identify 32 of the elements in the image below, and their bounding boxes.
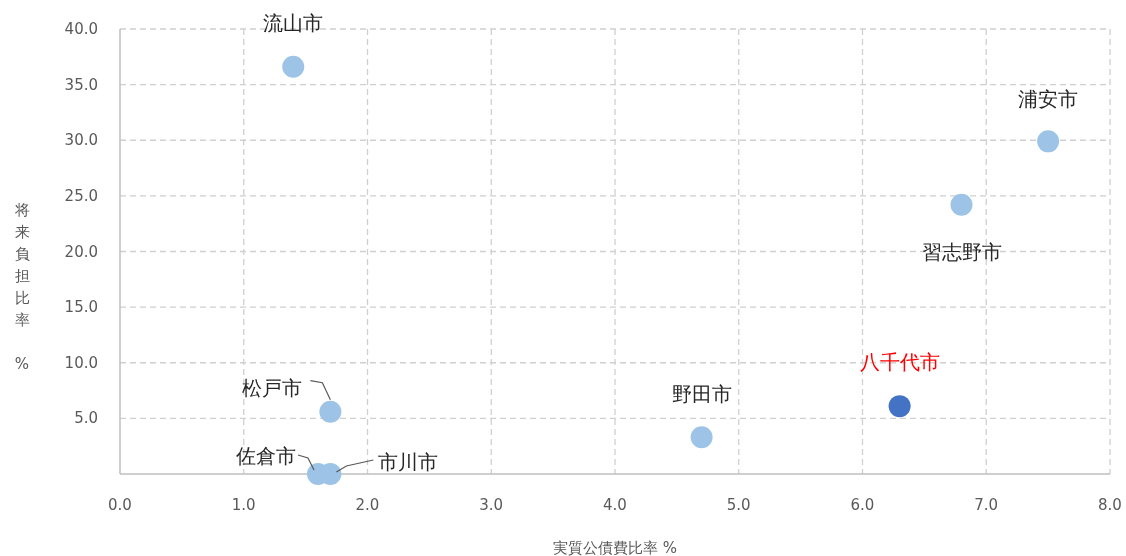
text: 将来負担比率 % [14, 201, 30, 373]
y-tick-label: 30.0 [64, 131, 98, 150]
y-tick-label: 5.0 [74, 409, 98, 428]
x-tick-label: 5.0 [726, 496, 751, 514]
point [282, 55, 305, 78]
x-tick-label: 8.0 [1098, 496, 1122, 514]
y-tick-label: 35.0 [64, 75, 98, 94]
point [690, 426, 713, 449]
y-tick-label: 40.0 [64, 20, 98, 38]
annotation: 浦安市 [1018, 87, 1079, 112]
annotation: 佐倉市 [236, 444, 296, 468]
x-tick-label: 2.0 [355, 496, 380, 514]
y-tick-label: 10.0 [64, 353, 98, 372]
x-tick-label: 7.0 [974, 496, 999, 514]
annotation: 習志野市 [921, 239, 1002, 264]
annotation: 流山市 [263, 10, 324, 35]
point [1037, 130, 1060, 153]
point [319, 400, 342, 423]
y-tick-label: 15.0 [64, 298, 98, 317]
x-tick-label: 1.0 [231, 496, 256, 514]
point [950, 193, 973, 216]
x-tick-label: 3.0 [479, 496, 504, 514]
x-axis-title: 実質公債費比率 % [552, 539, 678, 556]
annotation: 松戸市 [242, 375, 303, 400]
x-tick-label: 0.0 [108, 496, 132, 514]
series-label: 八千代市 [859, 350, 940, 375]
x-tick-label: 6.0 [850, 496, 875, 514]
x-tick-label: 4.0 [603, 496, 627, 514]
y-tick-label: 20.0 [64, 242, 98, 261]
annotation: 市川市 [378, 450, 439, 474]
y-tick-label: 25.0 [64, 186, 98, 205]
annotation: 野田市 [671, 382, 732, 407]
